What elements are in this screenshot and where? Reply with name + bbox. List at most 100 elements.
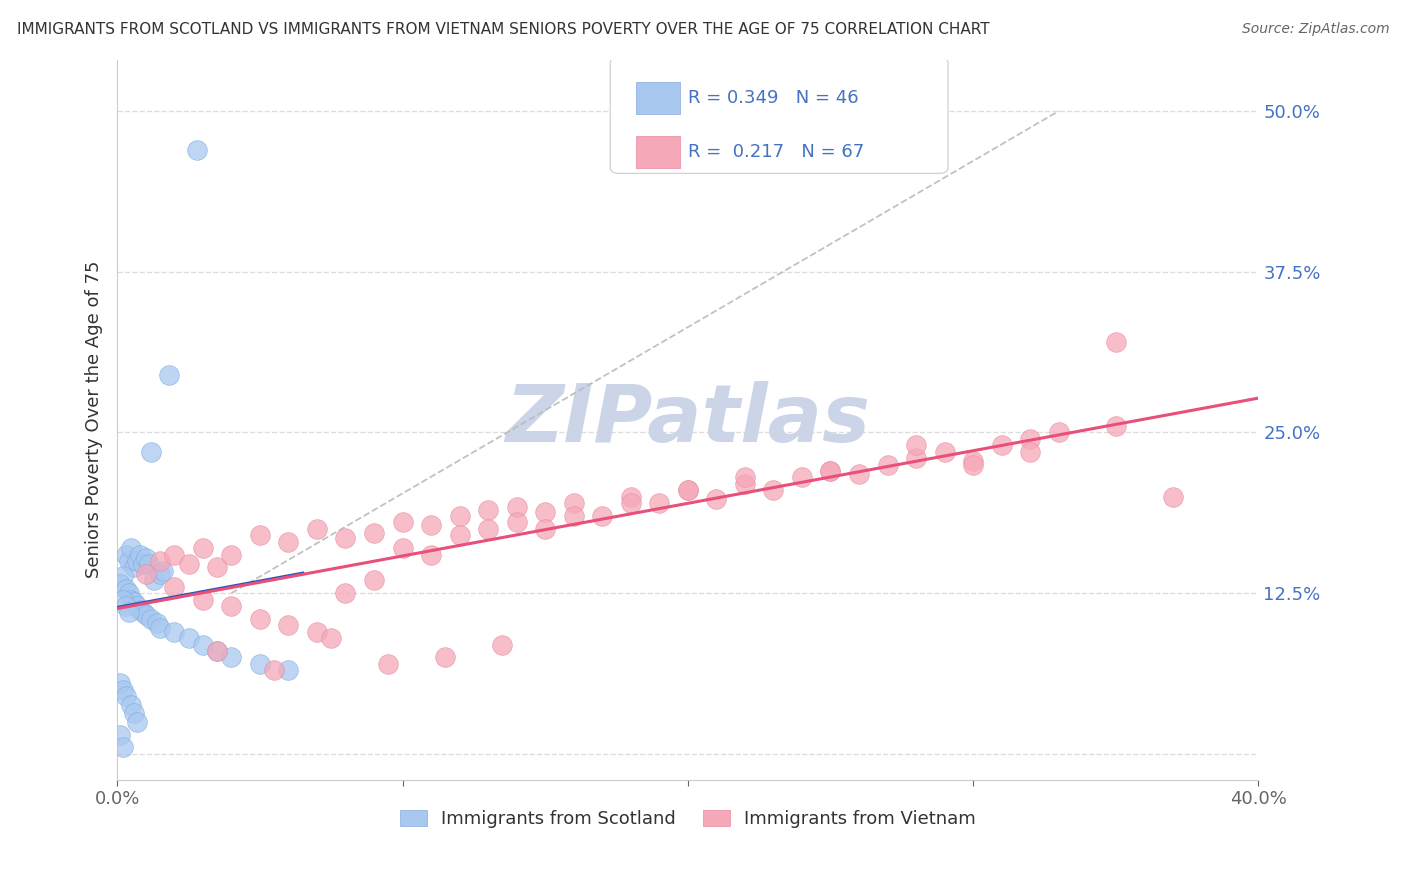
- Point: [363, 525, 385, 540]
- Point: [420, 518, 443, 533]
- Point: [141, 612, 163, 626]
- Point: [249, 657, 271, 671]
- Point: [820, 464, 842, 478]
- Point: [135, 566, 157, 581]
- Point: [111, 740, 134, 755]
- Point: [434, 650, 457, 665]
- Point: [477, 522, 499, 536]
- Point: [205, 560, 228, 574]
- Point: [820, 464, 842, 478]
- Point: [706, 492, 728, 507]
- Point: [124, 706, 146, 720]
- Point: [790, 470, 813, 484]
- Point: [249, 612, 271, 626]
- Point: [129, 603, 152, 617]
- Point: [108, 728, 131, 742]
- Point: [962, 454, 984, 468]
- FancyBboxPatch shape: [610, 57, 948, 173]
- Point: [149, 554, 172, 568]
- Point: [676, 483, 699, 498]
- Point: [762, 483, 785, 498]
- Point: [111, 592, 134, 607]
- Point: [391, 541, 413, 556]
- Point: [505, 516, 527, 530]
- Point: [124, 595, 146, 609]
- Point: [177, 557, 200, 571]
- Point: [648, 496, 671, 510]
- Point: [149, 621, 172, 635]
- Point: [363, 574, 385, 588]
- Point: [138, 557, 160, 571]
- Point: [117, 606, 139, 620]
- Point: [114, 582, 136, 597]
- Point: [990, 438, 1012, 452]
- Point: [163, 580, 186, 594]
- Point: [876, 458, 898, 472]
- Point: [132, 606, 155, 620]
- Point: [163, 624, 186, 639]
- Point: [277, 663, 299, 677]
- Point: [117, 586, 139, 600]
- Point: [591, 509, 613, 524]
- Point: [391, 516, 413, 530]
- Point: [934, 444, 956, 458]
- Point: [676, 483, 699, 498]
- Point: [191, 592, 214, 607]
- Point: [191, 638, 214, 652]
- Legend: Immigrants from Scotland, Immigrants from Vietnam: Immigrants from Scotland, Immigrants fro…: [392, 803, 983, 836]
- Point: [962, 458, 984, 472]
- Point: [149, 566, 172, 581]
- Point: [420, 548, 443, 562]
- Point: [1105, 419, 1128, 434]
- Point: [377, 657, 399, 671]
- Point: [146, 615, 169, 630]
- Text: R = 0.349   N = 46: R = 0.349 N = 46: [688, 89, 859, 107]
- Point: [114, 599, 136, 613]
- Point: [277, 618, 299, 632]
- Point: [734, 470, 756, 484]
- Point: [1019, 444, 1042, 458]
- Point: [177, 631, 200, 645]
- Point: [135, 551, 157, 566]
- Point: [114, 689, 136, 703]
- Point: [124, 560, 146, 574]
- Point: [114, 548, 136, 562]
- Point: [848, 467, 870, 481]
- Point: [221, 650, 243, 665]
- Point: [277, 534, 299, 549]
- Point: [449, 509, 471, 524]
- Point: [1019, 432, 1042, 446]
- Point: [335, 531, 357, 545]
- Point: [305, 522, 328, 536]
- Point: [120, 698, 142, 712]
- Point: [108, 676, 131, 690]
- Point: [1047, 425, 1070, 440]
- Point: [132, 557, 155, 571]
- Point: [305, 624, 328, 639]
- Text: R =  0.217   N = 67: R = 0.217 N = 67: [688, 143, 865, 161]
- Point: [534, 505, 557, 519]
- Point: [108, 577, 131, 591]
- Point: [249, 528, 271, 542]
- Point: [111, 569, 134, 583]
- Text: IMMIGRANTS FROM SCOTLAND VS IMMIGRANTS FROM VIETNAM SENIORS POVERTY OVER THE AGE: IMMIGRANTS FROM SCOTLAND VS IMMIGRANTS F…: [17, 22, 990, 37]
- Point: [127, 554, 149, 568]
- Point: [221, 548, 243, 562]
- Point: [163, 548, 186, 562]
- Point: [263, 663, 285, 677]
- Point: [335, 586, 357, 600]
- Point: [120, 592, 142, 607]
- Point: [135, 608, 157, 623]
- Point: [221, 599, 243, 613]
- Point: [491, 638, 513, 652]
- Point: [562, 496, 585, 510]
- Point: [1105, 335, 1128, 350]
- Point: [534, 522, 557, 536]
- Point: [620, 490, 643, 504]
- Point: [191, 541, 214, 556]
- Point: [127, 599, 149, 613]
- Point: [152, 564, 174, 578]
- Point: [157, 368, 180, 382]
- Point: [141, 444, 163, 458]
- Point: [562, 509, 585, 524]
